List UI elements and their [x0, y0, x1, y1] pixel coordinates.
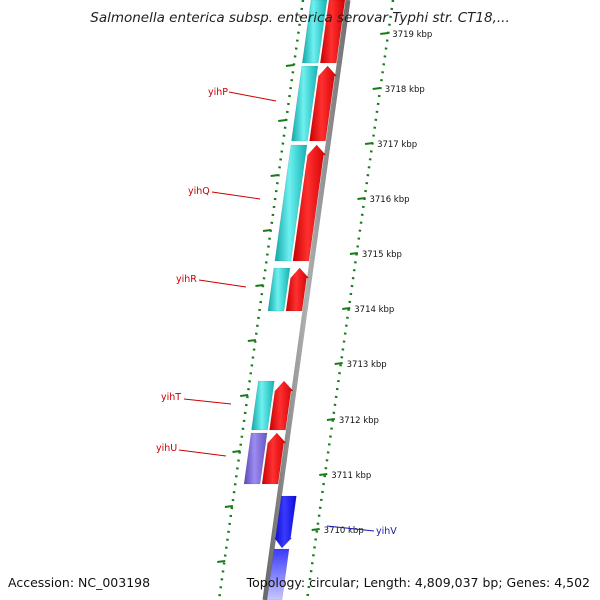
scale-tick: [342, 307, 351, 310]
gene-labels: yihP yihQ yihR yihT yihU yihV: [156, 87, 397, 537]
gene-block-cyan: [251, 380, 275, 431]
gene-label-leader: [198, 279, 247, 288]
gene-label[interactable]: yihV: [376, 526, 397, 537]
inner-track-tick: [217, 560, 226, 563]
inner-track-tick: [255, 284, 264, 287]
gene-block-cyan: [291, 65, 319, 142]
accession-text: Accession: NC_003198: [8, 575, 150, 590]
scale-tick: [319, 473, 328, 476]
inner-track-tick: [270, 174, 279, 177]
scale-tick-label: 3712 kbp: [339, 416, 379, 426]
gene-arrow-red: [319, 0, 346, 64]
scale-ruler: 3719 kbp 3718 kbp 3717 kbp 3716 kbp 3715 kbp…: [217, 30, 432, 563]
gene-label[interactable]: yihR: [176, 274, 197, 285]
genome-backbone: [262, 0, 351, 600]
scale-tick-label: 3716 kbp: [369, 195, 409, 205]
gene-block-cyan: [301, 0, 328, 64]
scale-tick: [334, 362, 343, 365]
gene-block-cyan: [274, 144, 308, 262]
scale-tick: [311, 528, 320, 531]
gene-label-leader: [228, 91, 277, 102]
scale-tick-label: 3715 kbp: [362, 250, 402, 260]
gene-arrow-red: [261, 432, 287, 485]
genome-title: Salmonella enterica subsp. enterica sero…: [90, 10, 510, 26]
gene-block-blue-faded: [266, 548, 290, 600]
inner-track-tick: [232, 450, 241, 453]
gene-label-leader: [178, 449, 227, 457]
inner-dotted-track: [217, 0, 305, 600]
scale-tick: [326, 418, 336, 421]
gene-block-purple: [243, 432, 268, 485]
gene-label[interactable]: yihQ: [188, 186, 210, 197]
scale-tick-label: 3711 kbp: [331, 471, 371, 481]
gene-arrow-red: [292, 144, 327, 262]
gene-label-leader: [183, 398, 232, 405]
topology-text: Topology: circular; Length: 4,809,037 bp…: [246, 575, 590, 590]
inner-track-tick: [247, 339, 256, 342]
inner-track-tick: [278, 119, 287, 122]
gene-arrow-red: [285, 267, 310, 312]
scale-tick-label: 3713 kbp: [347, 360, 387, 370]
scale-tick: [357, 197, 366, 200]
gene-label[interactable]: yihP: [208, 87, 228, 98]
scale-tick-label: 3714 kbp: [354, 305, 394, 315]
scale-tick-label: 3718 kbp: [385, 85, 425, 95]
gene-label[interactable]: yihU: [156, 443, 177, 454]
gene-arrow-red: [269, 380, 294, 431]
outer-dotted-track: [305, 0, 395, 600]
inner-track-tick: [285, 64, 294, 67]
scale-tick: [364, 142, 374, 145]
inner-track-tick: [224, 505, 233, 508]
inner-track-tick: [262, 229, 272, 232]
gene-arrow-red: [309, 65, 338, 142]
gene-features: [243, 0, 346, 600]
gene-label-leader: [326, 525, 375, 532]
gene-arrow-blue: [273, 495, 297, 549]
gene-label[interactable]: yihT: [161, 392, 181, 403]
scale-tick: [372, 87, 381, 90]
scale-tick-label: 3717 kbp: [377, 140, 417, 150]
gene-block-cyan: [267, 267, 291, 312]
gene-label-leader: [211, 191, 261, 200]
inner-track-tick: [240, 394, 249, 397]
scale-tick: [349, 252, 358, 255]
scale-tick-label: 3719 kbp: [392, 30, 432, 40]
scale-tick-label: 3710 kbp: [324, 526, 364, 536]
scale-tick: [380, 32, 389, 35]
